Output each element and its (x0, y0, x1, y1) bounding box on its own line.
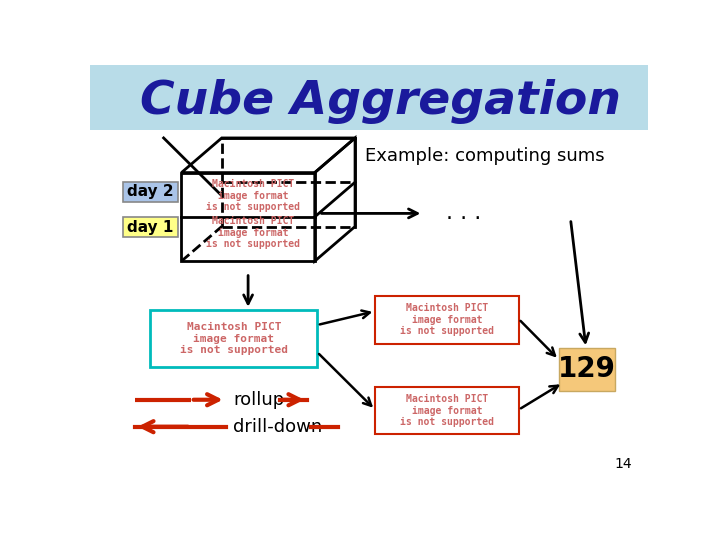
Text: Macintosh PICT
image format
is not supported: Macintosh PICT image format is not suppo… (400, 394, 494, 427)
Text: 129: 129 (558, 355, 616, 383)
FancyBboxPatch shape (559, 348, 615, 390)
FancyBboxPatch shape (90, 65, 648, 130)
Text: Macintosh PICT
image format
is not supported: Macintosh PICT image format is not suppo… (206, 216, 300, 249)
FancyBboxPatch shape (375, 296, 518, 343)
Text: Macintosh PICT
image format
is not supported: Macintosh PICT image format is not suppo… (206, 179, 300, 212)
Text: drill-down: drill-down (233, 418, 323, 436)
FancyBboxPatch shape (122, 182, 179, 202)
Text: Cube Aggregation: Cube Aggregation (140, 79, 621, 124)
Text: day 2: day 2 (127, 184, 174, 199)
Text: . . .: . . . (446, 204, 482, 224)
FancyBboxPatch shape (150, 309, 317, 367)
Text: Macintosh PICT
image format
is not supported: Macintosh PICT image format is not suppo… (400, 303, 494, 336)
FancyBboxPatch shape (375, 387, 518, 434)
FancyBboxPatch shape (122, 217, 179, 237)
Text: day 1: day 1 (127, 220, 174, 235)
Text: 14: 14 (615, 457, 632, 471)
Text: Macintosh PICT
image format
is not supported: Macintosh PICT image format is not suppo… (180, 322, 288, 355)
Text: rollup: rollup (233, 391, 284, 409)
Text: Example: computing sums: Example: computing sums (366, 147, 605, 165)
